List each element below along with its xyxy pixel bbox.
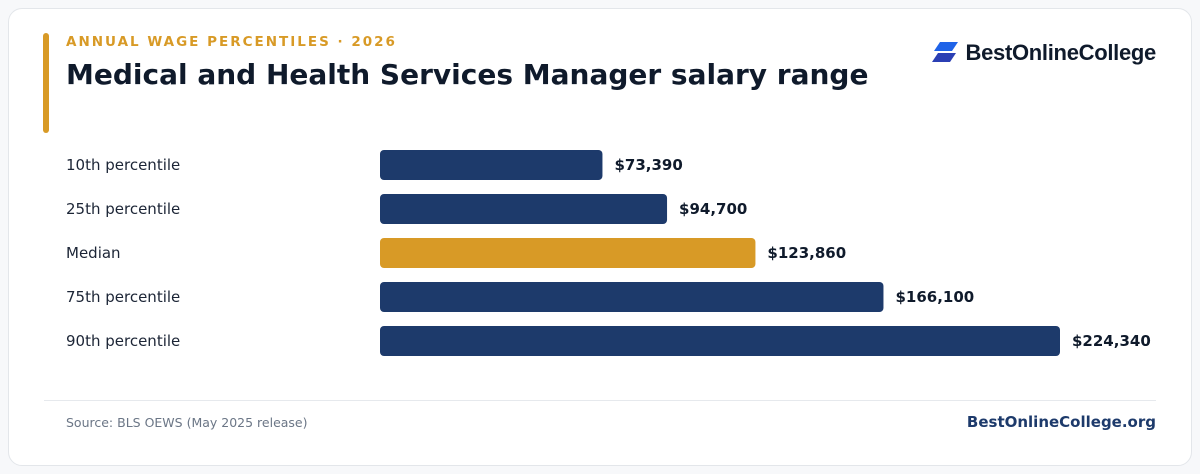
- accent-bar: [43, 33, 49, 133]
- value-label: $166,100: [895, 288, 974, 306]
- category-label: 90th percentile: [66, 332, 180, 350]
- bar-75th-percentile: [380, 282, 884, 312]
- category-label: 25th percentile: [66, 200, 180, 218]
- chart-card: [8, 8, 1192, 466]
- value-label: $94,700: [679, 200, 747, 218]
- bar-90th-percentile: [380, 326, 1060, 356]
- chart-kicker: ANNUAL WAGE PERCENTILES · 2026: [66, 34, 397, 50]
- chart-title: Medical and Health Services Manager sala…: [66, 58, 869, 91]
- category-label: 10th percentile: [66, 156, 180, 174]
- brand-logo-icon: [931, 42, 958, 62]
- footer-site-link[interactable]: BestOnlineCollege.org: [966, 413, 1156, 431]
- bar-10th-percentile: [380, 150, 603, 180]
- footer-divider: [44, 400, 1156, 401]
- bar-25th-percentile: [380, 194, 668, 224]
- value-label: $123,860: [767, 244, 846, 262]
- category-label: Median: [66, 244, 121, 262]
- bar-median: [380, 238, 756, 268]
- category-label: 75th percentile: [66, 288, 180, 306]
- source-note: Source: BLS OEWS (May 2025 release): [66, 415, 308, 430]
- value-label: $73,390: [614, 156, 682, 174]
- brand-logo[interactable]: BestOnlineCollege: [931, 40, 1157, 66]
- brand-logo-text: BestOnlineCollege: [965, 40, 1157, 65]
- value-label: $224,340: [1072, 332, 1151, 350]
